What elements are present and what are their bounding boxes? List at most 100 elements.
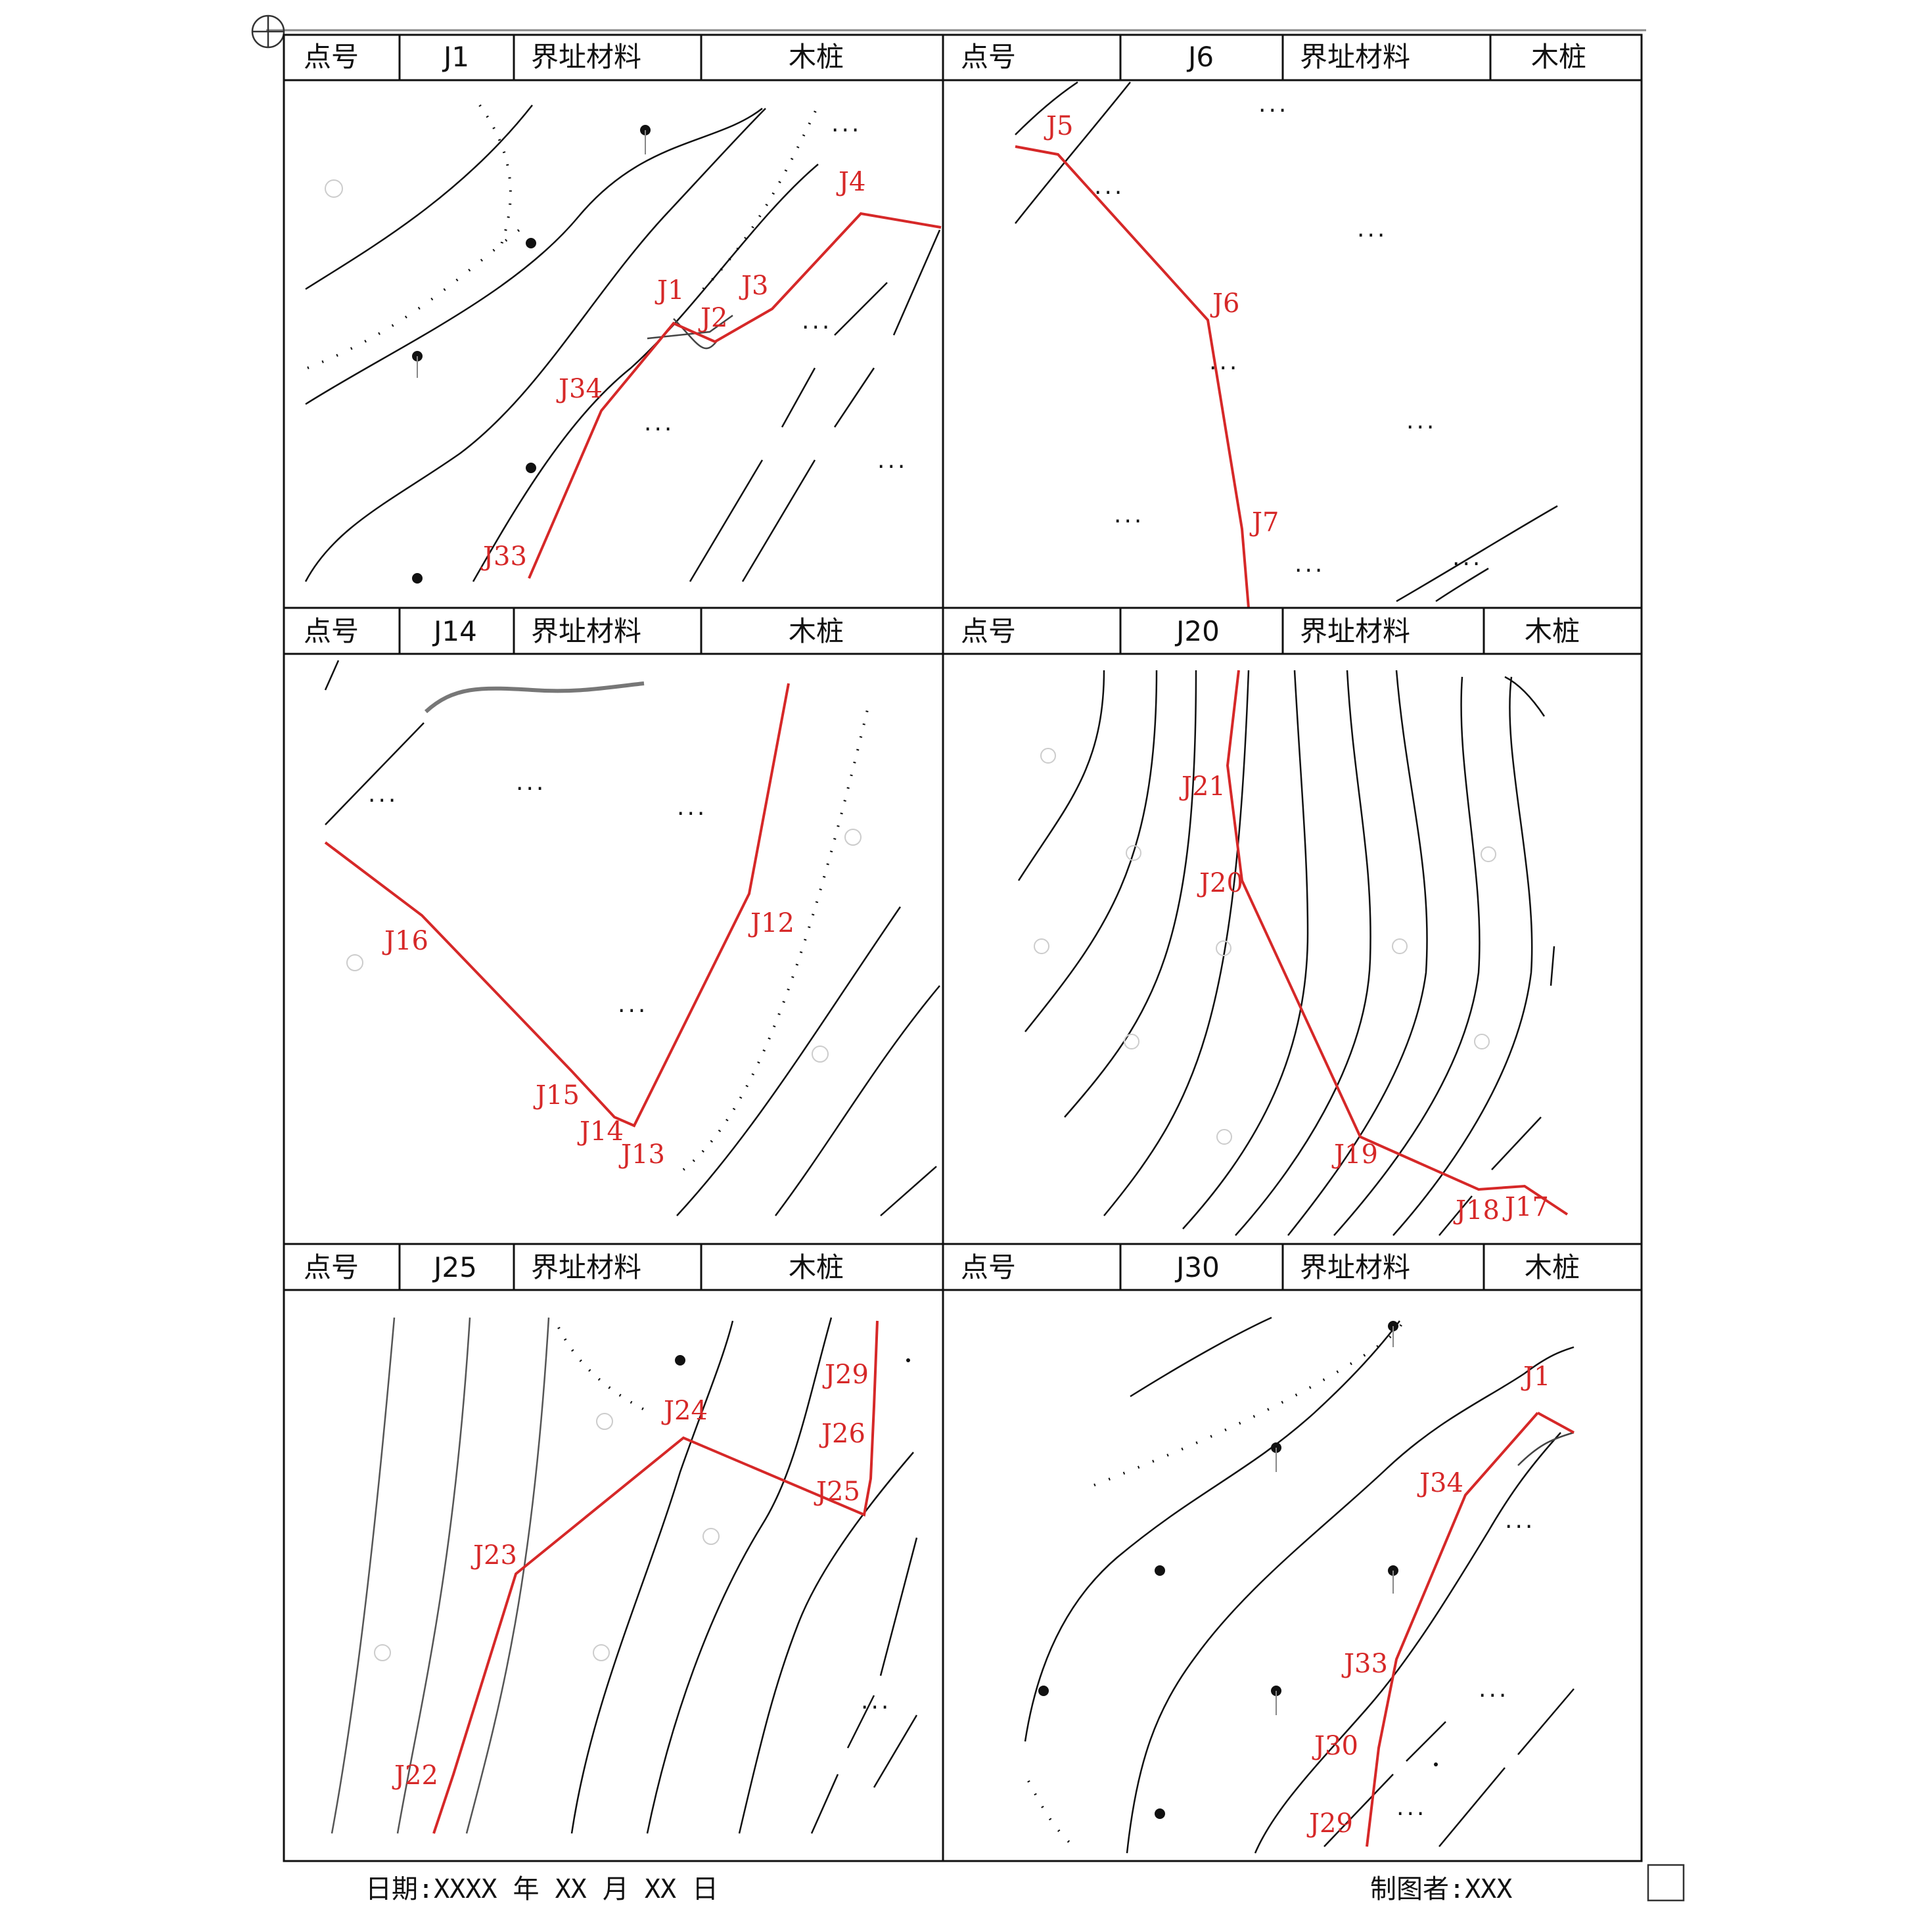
material-label: 界址材料 (531, 1251, 641, 1283)
sheet-grid (283, 34, 1643, 1862)
point-number-label: 点号 (304, 615, 359, 647)
point-number-label: 点号 (961, 41, 1016, 73)
panel-1-header: 点号 J1 界址材料 木桩 (304, 41, 844, 73)
point-number-label: 点号 (304, 41, 359, 73)
panel-5-header: 点号 J25 界址材料 木桩 (304, 1251, 844, 1283)
panel-4-boundary (1226, 670, 1569, 1216)
point-label: J3 (739, 271, 768, 301)
panel-6-map (1024, 1316, 1575, 1854)
point-label: J34 (556, 374, 603, 404)
panel-3-header: 点号 J14 界址材料 木桩 (304, 615, 844, 647)
point-number-value: J30 (1174, 1251, 1220, 1283)
point-label: J29 (1306, 1808, 1353, 1839)
point-label: J1 (655, 275, 684, 306)
svg-text:...: ... (618, 991, 648, 1018)
point-labels: J1 J2 J3 J4 J34 J33 J5 J6 J7 J12 J13 J14… (382, 111, 1550, 1839)
point-number-value: J20 (1174, 615, 1220, 647)
point-label: J12 (748, 908, 794, 938)
material-label: 界址材料 (531, 41, 641, 73)
panel-5-boundary (432, 1320, 879, 1834)
material-value: 木桩 (789, 1251, 844, 1283)
svg-text:...: ... (1114, 501, 1144, 528)
point-label: J24 (661, 1396, 708, 1426)
svg-text:...: ... (877, 447, 908, 474)
point-label: J26 (819, 1419, 865, 1449)
point-label: J25 (814, 1477, 860, 1507)
material-value: 木桩 (1525, 1251, 1580, 1283)
svg-text:...: ... (1258, 91, 1289, 118)
material-label: 界址材料 (1300, 41, 1410, 73)
panel-6-markers: ... ... ... (1038, 1321, 1535, 1821)
panel-5-markers: ... (374, 1355, 910, 1714)
point-number-label: 点号 (961, 1251, 1016, 1283)
point-label: J5 (1044, 111, 1073, 141)
point-label: J30 (1312, 1731, 1358, 1761)
svg-text:...: ... (644, 409, 674, 436)
panel-6-header: 点号 J30 界址材料 木桩 (961, 1251, 1580, 1283)
panel-6-boundary (1366, 1412, 1539, 1847)
point-label: J21 (1179, 771, 1226, 802)
point-number-value: J25 (432, 1251, 477, 1283)
point-label: J33 (480, 541, 527, 572)
point-number-value: J14 (432, 615, 477, 647)
panel-1-markers: ... ... ... ... (325, 110, 908, 584)
point-label: J34 (1417, 1468, 1463, 1498)
point-number-value: J6 (1186, 41, 1214, 73)
point-label: J1 (1521, 1362, 1550, 1392)
svg-text:...: ... (1396, 1794, 1427, 1821)
material-label: 界址材料 (531, 615, 641, 647)
material-label: 界址材料 (1300, 1251, 1410, 1283)
panel-4-markers (1034, 748, 1496, 1145)
svg-text:...: ... (1094, 173, 1124, 200)
point-label: J16 (382, 926, 428, 956)
svg-text:...: ... (802, 308, 832, 334)
panel-6-boundary-tail (1537, 1412, 1575, 1434)
material-value: 木桩 (1525, 615, 1580, 647)
material-value: 木桩 (789, 41, 844, 73)
svg-text:...: ... (831, 110, 862, 137)
svg-text:...: ... (1479, 1676, 1509, 1703)
point-label: J29 (822, 1360, 869, 1390)
panel-2-map (1015, 81, 1558, 603)
point-label: J13 (618, 1139, 665, 1170)
panel-1-boundary (528, 212, 942, 579)
svg-text:...: ... (1295, 551, 1325, 578)
panel-3-markers: ... ... ... ... (346, 769, 862, 1063)
point-label: J15 (533, 1080, 580, 1111)
point-label: J19 (1331, 1139, 1378, 1170)
point-label: J18 (1453, 1195, 1500, 1226)
svg-text:...: ... (516, 769, 546, 796)
point-label: J22 (392, 1760, 438, 1791)
corner-box (1647, 1864, 1685, 1902)
footer-author: 制图者:XXX (1370, 1874, 1513, 1904)
svg-text:...: ... (1505, 1507, 1535, 1534)
point-label: J7 (1249, 507, 1279, 538)
panel-2-boundary (1015, 145, 1250, 609)
panel-3-boundary (324, 683, 790, 1128)
panel-2-header: 点号 J6 界址材料 木桩 (961, 41, 1586, 73)
svg-text:...: ... (1357, 216, 1387, 242)
point-label: J6 (1210, 288, 1239, 319)
crosshair-icon (251, 14, 285, 49)
svg-text:...: ... (368, 781, 398, 808)
panel-3-map (324, 660, 940, 1216)
point-number-value: J1 (442, 41, 469, 73)
footer-date: 日期:XXXX 年 XX 月 XX 日 (365, 1874, 719, 1904)
panel-4-map (1017, 670, 1555, 1236)
point-label: J4 (836, 167, 865, 197)
point-label: J33 (1341, 1649, 1388, 1679)
point-number-label: 点号 (961, 615, 1016, 647)
point-number-label: 点号 (304, 1251, 359, 1283)
panel-1-map (304, 104, 941, 582)
material-value: 木桩 (789, 615, 844, 647)
point-label: J2 (698, 303, 727, 333)
point-label: J20 (1197, 868, 1243, 898)
svg-text:...: ... (677, 794, 707, 821)
point-label: J23 (471, 1540, 517, 1571)
svg-text:...: ... (861, 1688, 891, 1714)
point-label: J14 (577, 1116, 624, 1147)
material-value: 木桩 (1531, 41, 1586, 73)
point-label: J17 (1502, 1192, 1549, 1222)
svg-text:...: ... (1406, 407, 1437, 434)
